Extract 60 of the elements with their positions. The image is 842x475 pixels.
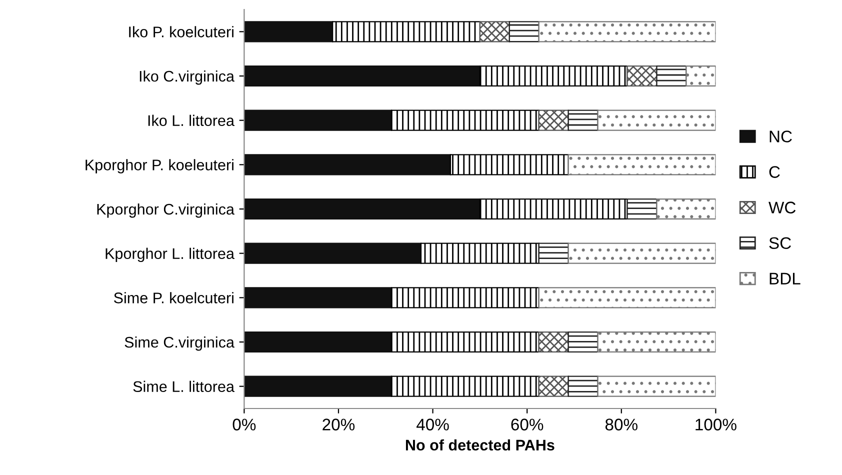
bar [568,242,716,264]
bar [244,287,392,308]
bar [244,65,480,87]
bar [626,65,658,87]
bar [450,154,569,176]
bar [244,154,452,176]
y-tick-label: Kporghor P. koeleuteri [86,159,234,174]
bar [244,110,392,131]
bar [390,287,540,308]
bar [686,65,716,87]
legend-label: NC [770,130,792,142]
legend-label: BDL [770,272,800,284]
bar [538,287,716,308]
x-tick-label: 20% [322,418,355,430]
bar [597,110,716,131]
bar [538,21,716,42]
bar [538,242,569,264]
bar [568,376,598,397]
bar [332,21,480,42]
y-tick-label: Iko C.virginica [140,70,234,85]
bar [656,65,687,87]
bar [568,331,598,353]
bar [244,242,422,264]
legend-label: SC [769,237,791,250]
bar [568,110,598,131]
y-tick-label: Kporghor C.virginica [97,203,234,218]
bar [597,331,716,353]
bar [479,198,628,220]
legend-label: WC [768,202,796,214]
bar [656,198,716,220]
bar [626,198,658,220]
x-tick-label: 0% [232,418,256,430]
y-tick-label: Iko P. koelcuteri [129,26,234,38]
bar [597,376,716,397]
bar [479,21,510,42]
x-tick-label: 80% [605,418,638,430]
x-axis-title: No of detected PAHs [406,439,554,451]
bar [244,21,334,42]
y-tick-label: Kporghor L. littorea [106,248,234,262]
legend-label: C [769,166,780,178]
bar [420,242,540,264]
bar [538,376,569,397]
bar [538,331,569,353]
y-tick-label: Sime P. koelcuteri [114,292,234,304]
bar [244,198,480,220]
bar [244,331,392,353]
bar [508,21,540,42]
x-tick-label: 60% [511,418,544,430]
bar [390,376,540,397]
bar [244,376,392,397]
x-tick-label: 100% [696,418,736,430]
bar [390,110,540,131]
bar [538,110,569,131]
bar [568,154,716,176]
y-tick-label: Sime L. littorea [133,380,234,392]
bar [479,65,628,87]
x-tick-label: 40% [416,418,449,430]
y-tick-label: Sime C.virginica [124,336,234,351]
bar [390,331,540,353]
y-tick-label: Iko L. littorea [148,114,234,126]
